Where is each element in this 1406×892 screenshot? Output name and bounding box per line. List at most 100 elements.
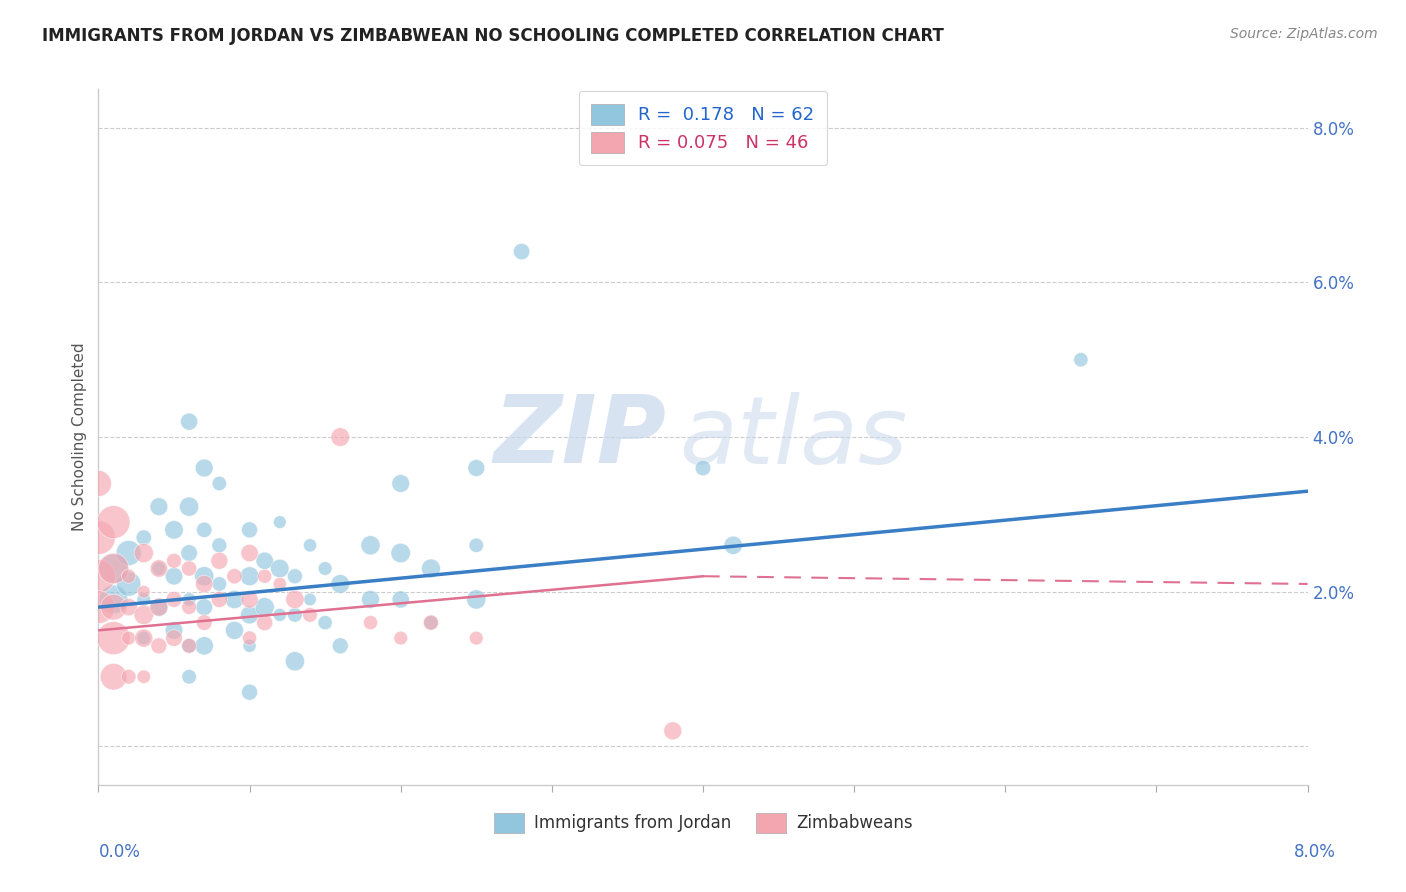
Point <box>360 615 382 630</box>
Point <box>193 523 215 537</box>
Point <box>239 607 262 622</box>
Point <box>420 615 443 630</box>
Point <box>253 615 276 630</box>
Point <box>360 592 382 607</box>
Point <box>179 561 201 575</box>
Point <box>692 461 714 475</box>
Point <box>269 607 291 622</box>
Point <box>465 631 488 645</box>
Point <box>103 561 125 575</box>
Point <box>224 624 246 638</box>
Point <box>389 546 412 560</box>
Point <box>193 577 215 591</box>
Point <box>132 546 155 560</box>
Point <box>132 631 155 645</box>
Point <box>87 600 110 615</box>
Point <box>465 538 488 552</box>
Point <box>1070 352 1092 367</box>
Point <box>118 670 141 684</box>
Point <box>269 515 291 529</box>
Point <box>389 476 412 491</box>
Point <box>132 670 155 684</box>
Point <box>299 592 322 607</box>
Point <box>299 538 322 552</box>
Point <box>224 569 246 583</box>
Point <box>329 430 352 444</box>
Point <box>269 561 291 575</box>
Point <box>179 546 201 560</box>
Point <box>224 592 246 607</box>
Point <box>163 569 186 583</box>
Point <box>103 592 125 607</box>
Point <box>87 476 110 491</box>
Point <box>269 577 291 591</box>
Text: Source: ZipAtlas.com: Source: ZipAtlas.com <box>1230 27 1378 41</box>
Point <box>103 600 125 615</box>
Point <box>179 600 201 615</box>
Point <box>284 569 307 583</box>
Point <box>118 569 141 583</box>
Point <box>253 600 276 615</box>
Point <box>465 592 488 607</box>
Point <box>118 577 141 591</box>
Legend: Immigrants from Jordan, Zimbabweans: Immigrants from Jordan, Zimbabweans <box>486 806 920 839</box>
Text: ZIP: ZIP <box>494 391 666 483</box>
Point <box>360 538 382 552</box>
Point <box>148 561 170 575</box>
Point <box>329 577 352 591</box>
Point <box>284 592 307 607</box>
Point <box>179 639 201 653</box>
Point <box>103 670 125 684</box>
Point <box>299 607 322 622</box>
Point <box>239 569 262 583</box>
Point <box>193 600 215 615</box>
Point <box>103 561 125 575</box>
Point <box>661 723 683 738</box>
Point <box>193 615 215 630</box>
Point <box>179 592 201 607</box>
Text: IMMIGRANTS FROM JORDAN VS ZIMBABWEAN NO SCHOOLING COMPLETED CORRELATION CHART: IMMIGRANTS FROM JORDAN VS ZIMBABWEAN NO … <box>42 27 943 45</box>
Point <box>179 639 201 653</box>
Text: 8.0%: 8.0% <box>1294 843 1336 861</box>
Point <box>118 600 141 615</box>
Point <box>193 461 215 475</box>
Point <box>148 561 170 575</box>
Point <box>239 685 262 699</box>
Point <box>208 554 231 568</box>
Point <box>465 461 488 475</box>
Point <box>253 554 276 568</box>
Point <box>284 607 307 622</box>
Point <box>103 515 125 529</box>
Point <box>132 592 155 607</box>
Point <box>179 415 201 429</box>
Point <box>329 639 352 653</box>
Point <box>193 569 215 583</box>
Point <box>132 584 155 599</box>
Text: atlas: atlas <box>679 392 907 483</box>
Point <box>284 654 307 668</box>
Point <box>132 631 155 645</box>
Point <box>420 561 443 575</box>
Point <box>314 615 336 630</box>
Point <box>208 577 231 591</box>
Point <box>163 624 186 638</box>
Point <box>163 592 186 607</box>
Point <box>132 531 155 545</box>
Point <box>103 631 125 645</box>
Point <box>208 538 231 552</box>
Point <box>87 531 110 545</box>
Point <box>389 631 412 645</box>
Point <box>314 561 336 575</box>
Point <box>193 639 215 653</box>
Point <box>179 500 201 514</box>
Point <box>208 592 231 607</box>
Point <box>148 639 170 653</box>
Text: 0.0%: 0.0% <box>98 843 141 861</box>
Point <box>723 538 745 552</box>
Point <box>87 569 110 583</box>
Point <box>239 639 262 653</box>
Y-axis label: No Schooling Completed: No Schooling Completed <box>72 343 87 532</box>
Point <box>239 631 262 645</box>
Point <box>420 615 443 630</box>
Point <box>118 631 141 645</box>
